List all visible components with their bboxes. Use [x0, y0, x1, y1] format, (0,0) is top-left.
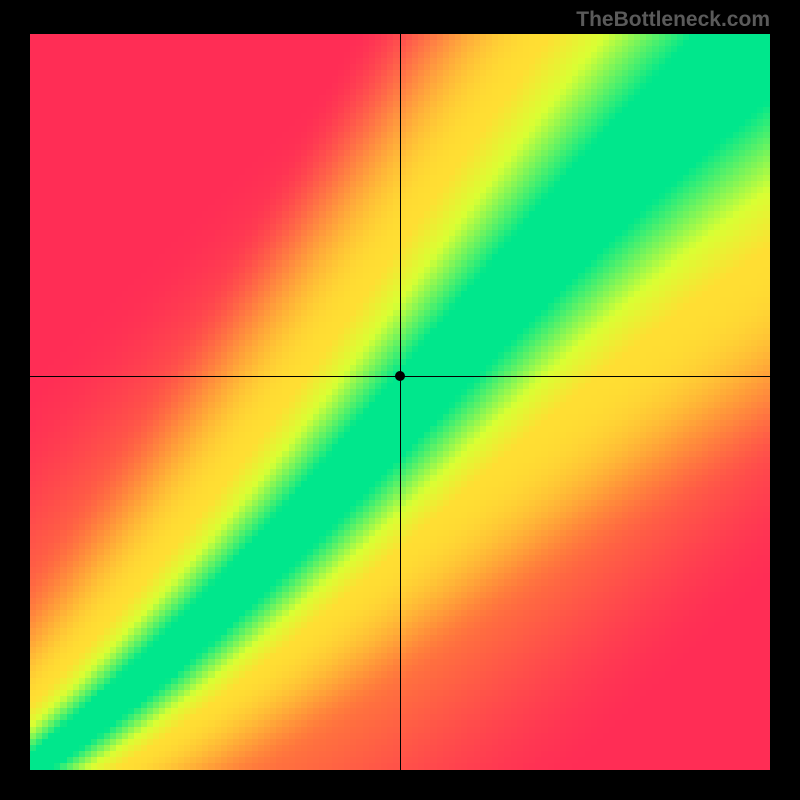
chart-container: { "watermark": { "text": "TheBottleneck.… — [0, 0, 800, 800]
watermark-text: TheBottleneck.com — [576, 8, 770, 32]
crosshair-vertical-line — [400, 34, 401, 770]
